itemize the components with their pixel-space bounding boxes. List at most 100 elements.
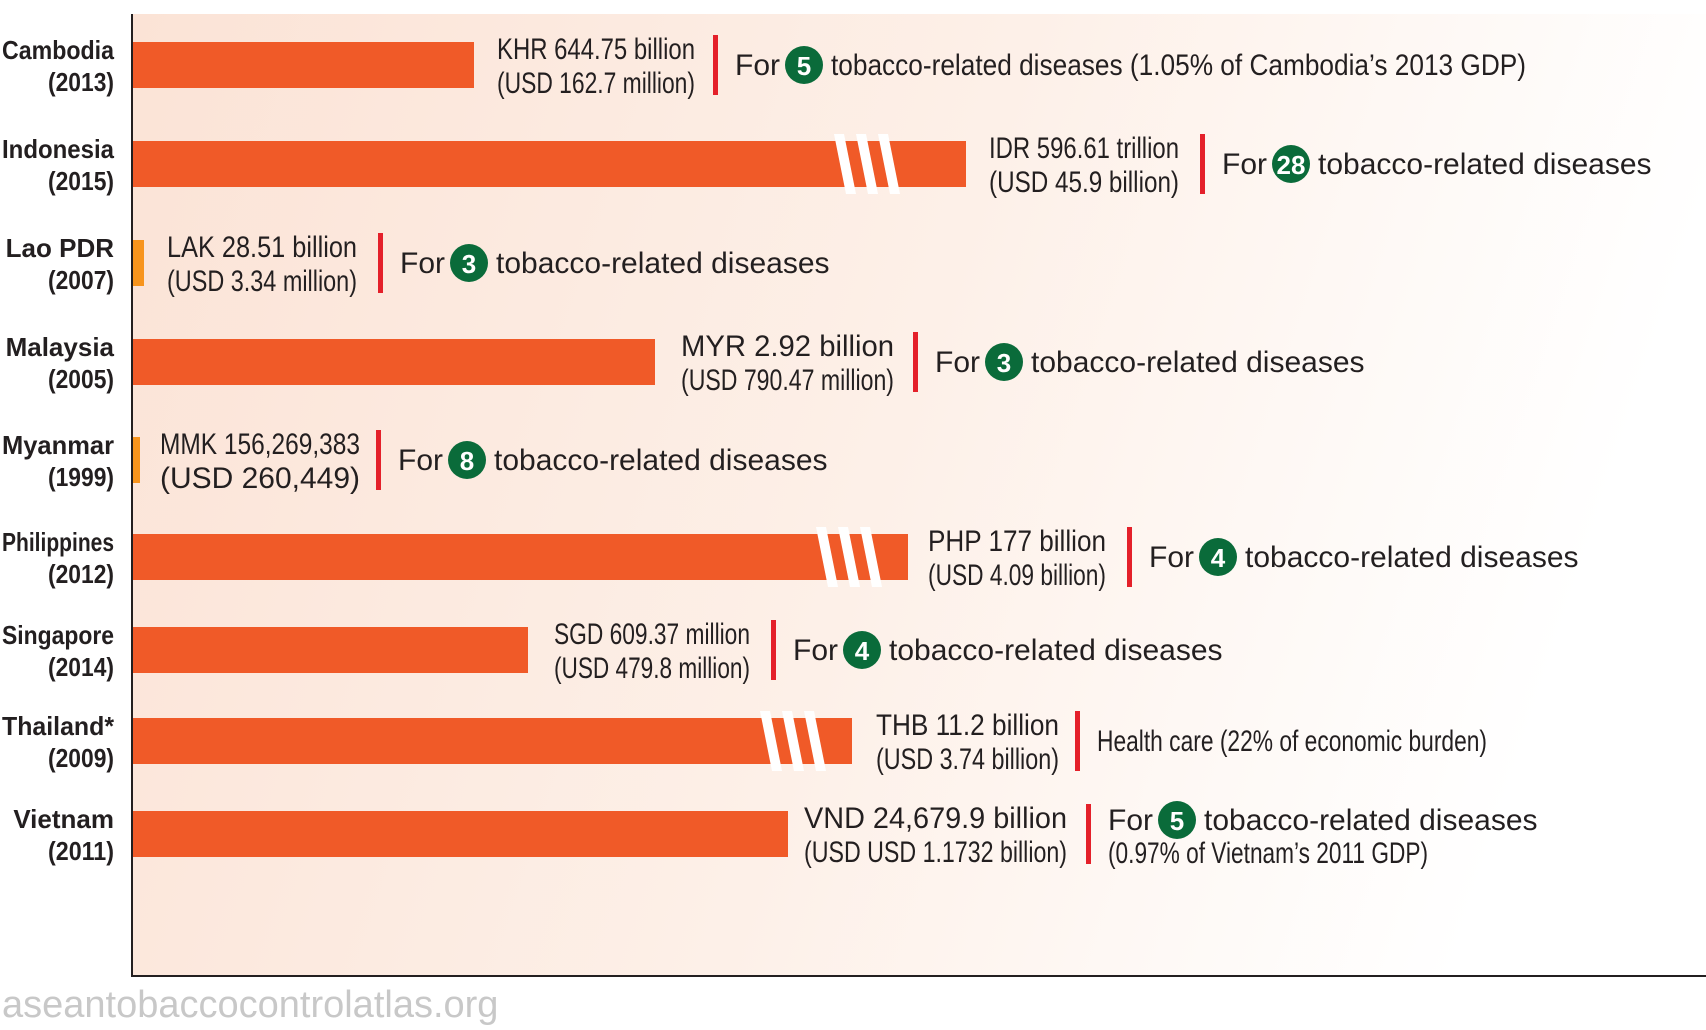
- disease-count-badge-number: 3: [462, 249, 476, 279]
- category-label-year: (2012): [48, 559, 114, 589]
- bar-indonesia: [133, 141, 966, 187]
- note-separator: [376, 430, 381, 490]
- value-label-usd: (USD 3.34 million): [167, 265, 357, 298]
- note-prefix: For: [400, 247, 445, 280]
- note-prefix: For: [398, 444, 443, 477]
- disease-note: For 4 tobacco-related diseases: [793, 631, 1223, 669]
- disease-count-badge-number: 5: [797, 51, 811, 81]
- value-label-local: MMK 156,269,383: [160, 428, 360, 461]
- disease-count-badge: [785, 46, 823, 84]
- break-slash: [860, 527, 882, 587]
- category-label-year: (2009): [48, 743, 114, 773]
- bar-singapore: [133, 627, 528, 673]
- note-prefix: For: [1149, 541, 1194, 574]
- disease-count-badge: [450, 244, 488, 282]
- category-label-year: (2013): [48, 67, 114, 97]
- disease-count-badge-number: 5: [1170, 806, 1184, 836]
- disease-count-badge-number: 8: [460, 446, 474, 476]
- value-label-local: PHP 177 billion: [928, 525, 1106, 558]
- disease-note: For 28 tobacco-related diseases: [1222, 145, 1652, 183]
- disease-count-badge: [1272, 145, 1310, 183]
- break-slash: [838, 527, 860, 587]
- break-slash: [760, 711, 782, 771]
- category-label-year: (1999): [48, 462, 114, 492]
- disease-count-badge: [1199, 538, 1237, 576]
- note-text: tobacco-related diseases (1.05% of Cambo…: [831, 49, 1526, 82]
- value-label-usd: (USD 45.9 billion): [989, 166, 1179, 199]
- disease-note: For 4 tobacco-related diseases: [1149, 538, 1579, 576]
- value-label-local: MYR 2.92 billion: [681, 330, 894, 363]
- disease-note: For 8 tobacco-related diseases: [398, 441, 828, 479]
- note-separator: [378, 233, 383, 293]
- bar-philippines: [133, 534, 908, 580]
- category-label-country: Singapore: [2, 620, 114, 650]
- value-label-local: SGD 609.37 million: [554, 618, 750, 651]
- note-text: tobacco-related diseases: [494, 444, 828, 477]
- disease-count-badge-number: 4: [855, 636, 870, 666]
- bar-thailand: [133, 718, 852, 764]
- note-prefix: For: [1222, 148, 1267, 181]
- axis-break-mark: [760, 711, 826, 771]
- value-label-usd: (USD 162.7 million): [497, 67, 695, 100]
- note-text: tobacco-related diseases: [496, 247, 830, 280]
- category-label-country: Cambodia: [2, 35, 114, 65]
- axis-break-mark: [834, 134, 900, 194]
- category-label-year: (2007): [48, 265, 114, 295]
- note-separator: [1075, 711, 1080, 771]
- disease-note: For 3 tobacco-related diseases: [400, 244, 830, 282]
- note-text: tobacco-related diseases: [1245, 541, 1579, 574]
- category-label-year: (2015): [48, 166, 114, 196]
- value-label-usd: (USD 4.09 billion): [928, 559, 1106, 592]
- category-label-year: (2005): [48, 364, 114, 394]
- value-label-local: VND 24,679.9 billion: [804, 802, 1067, 835]
- value-label-local: IDR 596.61 trillion: [989, 132, 1179, 165]
- watermark: aseantobaccocontrolatlas.org: [2, 984, 499, 1026]
- category-label-country: Vietnam: [13, 804, 114, 834]
- note-prefix: For: [935, 346, 980, 379]
- note-separator: [1200, 134, 1205, 194]
- note-text: tobacco-related diseases: [1204, 804, 1538, 837]
- value-label-usd: (USD 479.8 million): [554, 652, 750, 685]
- break-slash: [834, 134, 856, 194]
- note-prefix: For: [1108, 804, 1153, 837]
- bar-vietnam: [133, 811, 788, 857]
- note-separator: [713, 35, 718, 95]
- break-slash: [878, 134, 900, 194]
- value-label-local: LAK 28.51 billion: [167, 231, 357, 264]
- note-separator: [771, 620, 776, 680]
- break-slash: [856, 134, 878, 194]
- category-label-country: Myanmar: [2, 430, 114, 460]
- bar-myanmar: [133, 437, 140, 483]
- category-label-year: (2014): [48, 652, 114, 682]
- category-label-country: Philippines: [2, 527, 114, 557]
- disease-count-badge: [1158, 801, 1196, 839]
- value-label-usd: (USD 260,449): [160, 462, 360, 495]
- note-separator: [1086, 804, 1091, 864]
- break-slash: [804, 711, 826, 771]
- note-text: tobacco-related diseases: [1318, 148, 1652, 181]
- axis-break-mark: [816, 527, 882, 587]
- note-prefix: For: [735, 49, 780, 82]
- disease-count-badge: [843, 631, 881, 669]
- break-slash: [816, 527, 838, 587]
- value-label-local: THB 11.2 billion: [876, 709, 1059, 742]
- disease-count-badge: [985, 343, 1023, 381]
- disease-count-badge-number: 28: [1277, 150, 1306, 180]
- value-label-local: KHR 644.75 billion: [497, 33, 695, 66]
- disease-count-badge-number: 4: [1211, 543, 1226, 573]
- bar-cambodia: [133, 42, 474, 88]
- value-label-usd: (USD USD 1.1732 billion): [804, 836, 1067, 869]
- disease-note: For 5 tobacco-related diseases(0.97% of Vi…: [1108, 801, 1538, 870]
- category-label-country: Thailand*: [2, 711, 115, 741]
- note-prefix: For: [793, 634, 838, 667]
- break-slash: [782, 711, 804, 771]
- category-label-year: (2011): [48, 836, 114, 866]
- disease-count-badge: [448, 441, 486, 479]
- disease-note: Health care (22% of economic burden): [1097, 725, 1487, 758]
- bar-laopdr: [133, 240, 144, 286]
- disease-note: For 5 tobacco-related diseases (1.05% of C…: [735, 46, 1526, 84]
- disease-count-badge-number: 3: [997, 348, 1011, 378]
- category-label-country: Lao PDR: [6, 233, 115, 263]
